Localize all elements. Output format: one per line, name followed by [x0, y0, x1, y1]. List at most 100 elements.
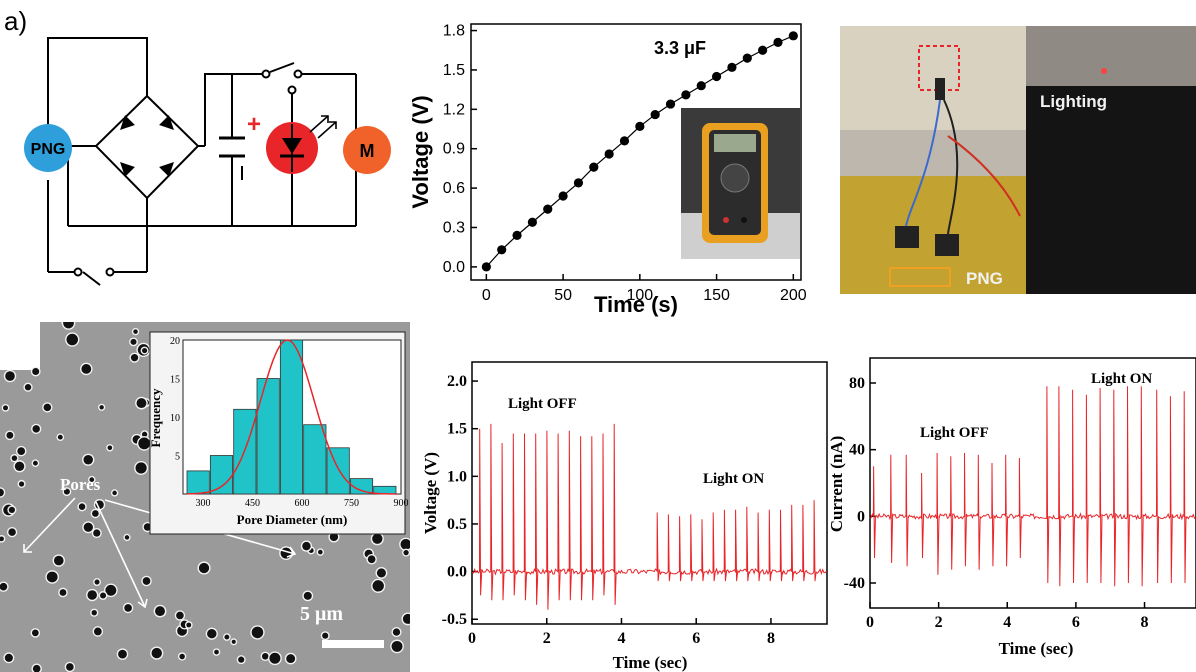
charging-data-point [481, 262, 491, 272]
pore [32, 425, 40, 433]
current-chart: 0 2 4 6 8 -40 0 40 80 Light OFF Light ON Time (s… [827, 357, 1196, 658]
pore [0, 488, 4, 497]
charging-ytick-label: 0.6 [443, 180, 465, 197]
motor [343, 126, 391, 174]
voltage-chart: 0 2 4 6 8 -0.5 0.0 0.5 1.0 1.5 2.0 Light OFF Light… [421, 361, 828, 672]
pore [269, 652, 281, 664]
pore [155, 606, 165, 617]
pore [238, 656, 245, 663]
charging-data-point [635, 121, 645, 131]
pore [329, 532, 339, 542]
current-xlabel: Time (sec) [999, 639, 1074, 658]
charging-xtick-label: 50 [554, 287, 572, 304]
pore [130, 338, 137, 345]
current-xtick-label: 0 [866, 614, 874, 631]
pore [14, 461, 25, 472]
charging-data-point [650, 109, 660, 120]
pore [3, 405, 8, 411]
histogram-bar [279, 339, 304, 495]
charging-ylabel: Voltage (V) [408, 95, 433, 208]
pore [286, 654, 296, 664]
pore [91, 610, 97, 616]
pore [224, 634, 230, 640]
charging-data-point [665, 99, 676, 109]
charging-ytick-label: 0.9 [443, 141, 465, 158]
charging-data-point [681, 90, 691, 100]
voltage-xlabel: Time (sec) [613, 653, 688, 672]
histogram-inset: 300 450 600 750 900 5 10 15 20 Pore Diameter (nm… [148, 331, 409, 535]
histogram-ytick-label: 15 [170, 375, 180, 386]
pore [124, 604, 132, 612]
pore [186, 622, 192, 628]
multimeter-inset-photo [681, 108, 800, 259]
pore [391, 640, 403, 652]
pore [142, 577, 151, 585]
voltage-ytick-label: 2.0 [447, 373, 467, 390]
pore [53, 555, 64, 566]
pore [400, 538, 410, 550]
pore [99, 405, 104, 410]
voltage-ylabel: Voltage (V) [421, 452, 440, 534]
pore [89, 477, 95, 482]
charging-data-point [497, 245, 507, 255]
pore [198, 562, 210, 574]
pore [118, 649, 127, 659]
pore [5, 371, 15, 381]
charging-data-point [742, 53, 752, 63]
current-ytick-label: -40 [844, 575, 865, 592]
charging-ytick-label: 1.8 [443, 23, 465, 40]
current-ytick-label: 0 [857, 508, 865, 525]
charging-xtick-label: 200 [780, 287, 807, 304]
pore [318, 549, 323, 555]
voltage-series-line [471, 423, 827, 610]
current-xtick-label: 6 [1072, 614, 1080, 631]
charging-xlabel: Time (s) [594, 292, 678, 317]
charging-plot-frame [470, 23, 802, 281]
histogram-bar [326, 447, 350, 495]
histogram-bar [186, 470, 210, 495]
voltage-ytick-label: -0.5 [442, 611, 467, 628]
current-series-line [869, 386, 1196, 587]
pore [176, 611, 184, 620]
pore [207, 629, 217, 639]
photo-png-label: PNG [966, 269, 1003, 288]
pore [4, 653, 13, 662]
pore [32, 460, 38, 466]
charging-annotation: 3.3 μF [654, 38, 706, 58]
pore [372, 533, 383, 544]
charging-data-point [711, 71, 722, 82]
pore [78, 503, 86, 510]
charging-data-point [788, 31, 798, 41]
panel-label-a: a) [4, 6, 28, 36]
pore [367, 555, 376, 564]
pore [81, 364, 92, 374]
pore [24, 384, 32, 391]
charging-xtick-label: 100 [626, 287, 653, 304]
voltage-ytick-label: 1.0 [447, 468, 467, 485]
current-xtick-label: 4 [1003, 614, 1011, 631]
current-ytick-label: 40 [849, 442, 865, 459]
scale-bar-label: 5 μm [300, 603, 343, 625]
pore [124, 535, 130, 540]
circuit-diagram: PNG + M [24, 37, 391, 286]
pore [66, 333, 78, 346]
charging-ytick-label: 1.5 [443, 62, 465, 79]
pore [83, 522, 93, 532]
pore [43, 403, 52, 412]
voltage-annotation-on: Light ON [703, 471, 764, 487]
bridge-diodes [120, 115, 174, 177]
pore [141, 431, 148, 437]
histogram-ytick-label: 20 [170, 336, 180, 347]
current-annotation-on: Light ON [1091, 371, 1152, 387]
pore [251, 626, 264, 639]
voltage-ytick-label: 0.0 [447, 564, 467, 581]
voltage-plot-frame [471, 361, 828, 625]
pore [31, 629, 39, 637]
pore [87, 590, 97, 600]
histogram-xtick-label: 300 [196, 498, 211, 509]
histogram-bar [209, 455, 234, 495]
histogram-xlabel: Pore Diameter (nm) [237, 512, 348, 527]
sem-pores [0, 322, 410, 672]
pore [302, 541, 311, 551]
pore [372, 580, 384, 592]
